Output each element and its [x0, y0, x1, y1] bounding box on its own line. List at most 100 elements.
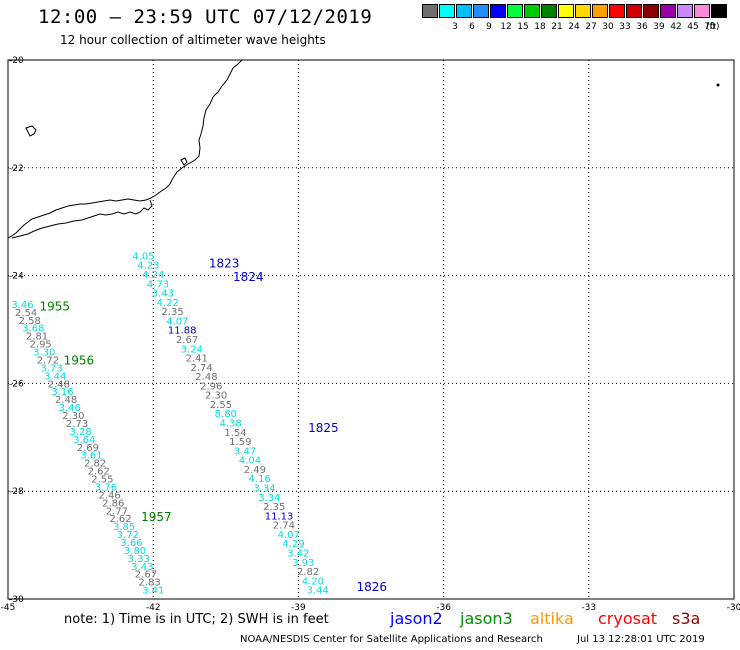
wave-height-value: 2.77: [106, 506, 128, 517]
wave-height-value: 2.67: [135, 570, 157, 581]
wave-height-value: 2.48: [48, 379, 70, 390]
coastline: [7, 59, 720, 239]
wave-height-value: 2.30: [205, 391, 227, 402]
wave-height-value: 2.54: [15, 308, 37, 319]
wave-height-value: 4.24: [142, 270, 164, 281]
wave-height-value: 3.72: [117, 530, 139, 541]
credit-text: NOAA/NESDIS Center for Satellite Applica…: [240, 634, 543, 645]
satellite-altika: altika: [530, 609, 574, 628]
wave-height-value: 3.24: [181, 344, 203, 355]
lon-tick-label: -45: [1, 603, 16, 613]
wave-height-value: 3.43: [152, 289, 174, 300]
island: [25, 125, 37, 137]
wave-height-value: 3.30: [33, 348, 55, 359]
legend-label: 30: [602, 22, 614, 32]
legend-swatch: [541, 4, 557, 18]
legend-label: 3: [452, 22, 458, 32]
lat-tick-label: -20: [9, 56, 24, 66]
wave-height-value: 2.62: [109, 514, 131, 525]
legend-swatch: [439, 4, 455, 18]
wave-height-value: 4.16: [249, 474, 271, 485]
legend-label: 18: [534, 22, 546, 32]
legend-swatch: [456, 4, 472, 18]
coastline-bay: [11, 199, 153, 239]
legend-swatch: [711, 4, 727, 18]
legend-swatch: [677, 4, 693, 18]
wave-height-value: 3.93: [292, 558, 314, 569]
lon-tick-label: -36: [436, 603, 451, 613]
pass-time-label: 1824: [233, 270, 264, 284]
wave-height-value: 3.64: [73, 435, 95, 446]
wave-height-value: 3.47: [234, 446, 256, 457]
coastline-path: [7, 59, 243, 239]
lat-tick-label: -24: [9, 272, 24, 282]
legend-swatch: [558, 4, 574, 18]
lon-tick-label: -33: [581, 603, 596, 613]
wave-height-value: 1.59: [229, 437, 251, 448]
wave-height-value: 4.73: [147, 279, 169, 290]
wave-height-value: 4.05: [132, 251, 154, 262]
wave-height-value: 4.23: [137, 261, 159, 272]
wave-height-value: 4.07: [278, 530, 300, 541]
satellite-jason3: jason3: [460, 609, 513, 628]
legend-swatch: [592, 4, 608, 18]
wave-height-value: 3.68: [22, 324, 44, 335]
wave-height-value: 3.44: [44, 371, 66, 382]
wave-height-value: 3.34: [253, 483, 275, 494]
wave-height-value: 2.58: [19, 316, 41, 327]
pass-time-label: 1823: [209, 257, 240, 271]
legend-swatch: [643, 4, 659, 18]
pass-time-label: 1825: [308, 421, 339, 435]
wave-height-value: 2.81: [26, 332, 48, 343]
wave-height-value: 3.66: [120, 538, 142, 549]
wave-height-value: 4.22: [157, 298, 179, 309]
wave-height-value: 3.41: [142, 586, 164, 597]
legend-label: 33: [619, 22, 631, 32]
lat-tick-label: -28: [9, 487, 24, 497]
map-frame: [7, 59, 735, 600]
wave-height-value: 3.28: [69, 427, 91, 438]
pass-time-label: 1955: [39, 300, 70, 314]
legend-label: 39: [653, 22, 665, 32]
wave-height-value: 2.35: [263, 502, 285, 513]
wave-height-value: 4.07: [166, 316, 188, 327]
wave-height-value: 3.85: [113, 522, 135, 533]
pass-time-label: 1956: [64, 354, 95, 368]
legend-swatch: [422, 4, 438, 18]
wave-height-value: 2.86: [102, 498, 124, 509]
wave-height-value: 2.72: [37, 355, 59, 366]
wave-height-value: 3.42: [287, 548, 309, 559]
wave-height-value: 11.13: [265, 511, 294, 522]
lat-tick-label: -30: [9, 595, 24, 605]
wave-height-value: 3.33: [128, 554, 150, 565]
wave-height-value: 2.73: [66, 419, 88, 430]
altimeter-tracks: 4.054.234.244.733.434.222.354.0711.882.6…: [11, 251, 329, 596]
satellite-jason2: jason2: [390, 609, 443, 628]
wave-height-value: 2.55: [91, 475, 113, 486]
wave-height-value: 3.34: [258, 493, 280, 504]
legend-label: 24: [568, 22, 580, 32]
island: [180, 157, 188, 166]
note-text: note: 1) Time is in UTC; 2) SWH is in fe…: [64, 612, 329, 627]
wave-height-value: 2.82: [297, 567, 319, 578]
wave-height-value: 3.43: [131, 562, 153, 573]
grid-layer: [7, 59, 735, 600]
wave-height-value: 2.30: [62, 411, 84, 422]
axis-ticks: -45 -42 -39 -36 -33 -30 -20 -22 -24 -26 -28 -30: [1, 56, 740, 613]
lon-tick-label: -42: [146, 603, 161, 613]
wave-height-value: 4.20: [302, 576, 324, 587]
wave-height-value: 4.04: [239, 456, 261, 467]
wave-height-value: 2.62: [88, 467, 110, 478]
legend-unit: (ft): [706, 22, 720, 32]
legend-swatch: [626, 4, 642, 18]
wave-height-value: 3.76: [95, 482, 117, 493]
legend-label: 6: [469, 22, 475, 32]
wave-height-value: 2.48: [195, 372, 217, 383]
legend-swatch: [694, 4, 710, 18]
wave-height-value: 3.16: [51, 387, 73, 398]
wave-height-value: 4.29: [282, 539, 304, 550]
wave-height-value: 1.54: [224, 428, 246, 439]
lon-tick-label: -30: [727, 603, 740, 613]
